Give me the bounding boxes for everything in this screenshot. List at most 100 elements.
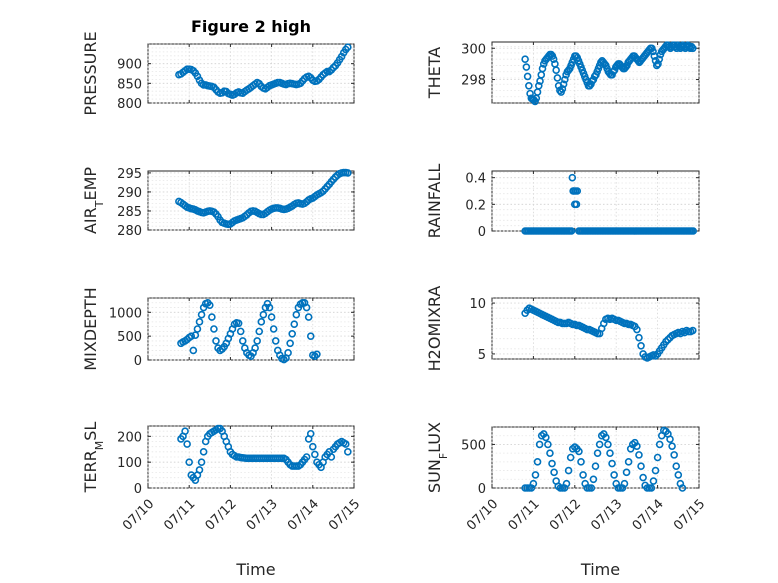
- data-point: [181, 427, 189, 435]
- data-point: [521, 55, 529, 64]
- data-point: [302, 453, 311, 461]
- x-axis-label: Time: [235, 560, 275, 579]
- axes-frame: [491, 170, 700, 232]
- subplot-grid: 800 850 900 PRESSURE Figure 2 high 298 300 THET…: [81, 17, 708, 579]
- data-point: [344, 43, 352, 51]
- data-point: [575, 447, 583, 456]
- data-point: [206, 301, 214, 309]
- data-point: [344, 448, 352, 456]
- y-tick-label: 500: [117, 330, 142, 345]
- data-point: [620, 479, 629, 488]
- data-point: [535, 440, 544, 449]
- data-point: [193, 72, 202, 81]
- data-point: [267, 313, 276, 321]
- y-tick-label: 290: [117, 186, 142, 201]
- data-point: [647, 484, 656, 492]
- data-point: [606, 449, 614, 457]
- data-point: [587, 484, 596, 492]
- data-point: [674, 471, 683, 479]
- data-point: [649, 477, 658, 485]
- data-point: [688, 326, 697, 335]
- data-point: [183, 440, 191, 448]
- data-point: [562, 479, 571, 488]
- data-point: [666, 435, 674, 444]
- data-point: [637, 462, 645, 471]
- data-point: [552, 66, 560, 74]
- data-point: [610, 471, 618, 479]
- data-point: [678, 484, 687, 492]
- data-point: [531, 471, 540, 479]
- data-point: [604, 440, 612, 449]
- data-point: [308, 442, 317, 451]
- data-point: [549, 55, 558, 64]
- y-axis-label: PRESSURE: [81, 31, 100, 115]
- data-point: [655, 440, 664, 449]
- data-point: [199, 303, 208, 312]
- data-point: [341, 440, 350, 448]
- y-tick-label: 10: [469, 297, 486, 312]
- data-point: [259, 310, 268, 319]
- data-point: [639, 473, 647, 482]
- y-tick-label: 0: [478, 482, 486, 497]
- data-point: [591, 462, 600, 471]
- data-point: [265, 303, 274, 312]
- data-point: [637, 341, 645, 350]
- data-point: [191, 331, 200, 340]
- y-tick-label: 1000: [109, 306, 142, 321]
- data-point: [649, 47, 657, 56]
- y-axis-label: MIXDEPTH: [81, 287, 100, 370]
- data-point: [670, 451, 678, 459]
- data-point: [306, 429, 315, 438]
- data-point: [269, 325, 278, 333]
- data-point: [668, 442, 676, 450]
- data-point: [251, 344, 259, 352]
- data-point: [542, 433, 550, 442]
- data-point: [595, 440, 604, 449]
- data-point: [193, 325, 202, 333]
- data-point: [253, 337, 261, 345]
- data-point: [633, 325, 641, 334]
- y-tick-label: 280: [117, 224, 142, 239]
- data-point: [525, 81, 533, 90]
- y-axis-label: RAINFALL: [425, 164, 444, 239]
- data-point: [327, 453, 336, 461]
- y-tick-label: 200: [117, 430, 142, 445]
- subplot-mixdepth: 0 500 1000 MIXDEPTH: [81, 287, 355, 371]
- data-point: [672, 462, 681, 471]
- data-point: [195, 466, 204, 474]
- data-point: [602, 433, 610, 442]
- y-tick-label: 100: [117, 456, 142, 471]
- data-point: [633, 442, 641, 450]
- data-point: [572, 200, 581, 209]
- subplot-h2omixra: 5 10 H2OMIXRA: [425, 286, 700, 372]
- y-tick-label: 0: [478, 225, 486, 240]
- data-point: [559, 80, 568, 89]
- data-point: [292, 310, 301, 319]
- data-point: [238, 337, 247, 345]
- data-point: [337, 52, 346, 61]
- data-point: [561, 75, 569, 84]
- y-axis-label: H2OMIXRA: [425, 286, 444, 372]
- data-point: [589, 475, 598, 484]
- data-point: [689, 227, 698, 235]
- data-point: [197, 458, 206, 466]
- data-point: [533, 458, 542, 466]
- data-point: [189, 346, 198, 355]
- data-point: [255, 327, 264, 336]
- data-point: [651, 466, 660, 475]
- y-tick-label: 295: [117, 167, 142, 182]
- data-point: [579, 471, 587, 479]
- data-point: [185, 458, 193, 466]
- data-point: [544, 440, 552, 449]
- axes-frame: [147, 43, 355, 104]
- data-point: [523, 72, 532, 81]
- data-point: [271, 337, 280, 345]
- data-point: [608, 459, 616, 468]
- data-point: [344, 169, 352, 177]
- subplot-theta: 298 300 THETA: [425, 41, 700, 106]
- y-tick-label: 500: [461, 438, 486, 453]
- data-point: [566, 453, 575, 462]
- data-point: [553, 74, 562, 82]
- data-point: [263, 299, 272, 308]
